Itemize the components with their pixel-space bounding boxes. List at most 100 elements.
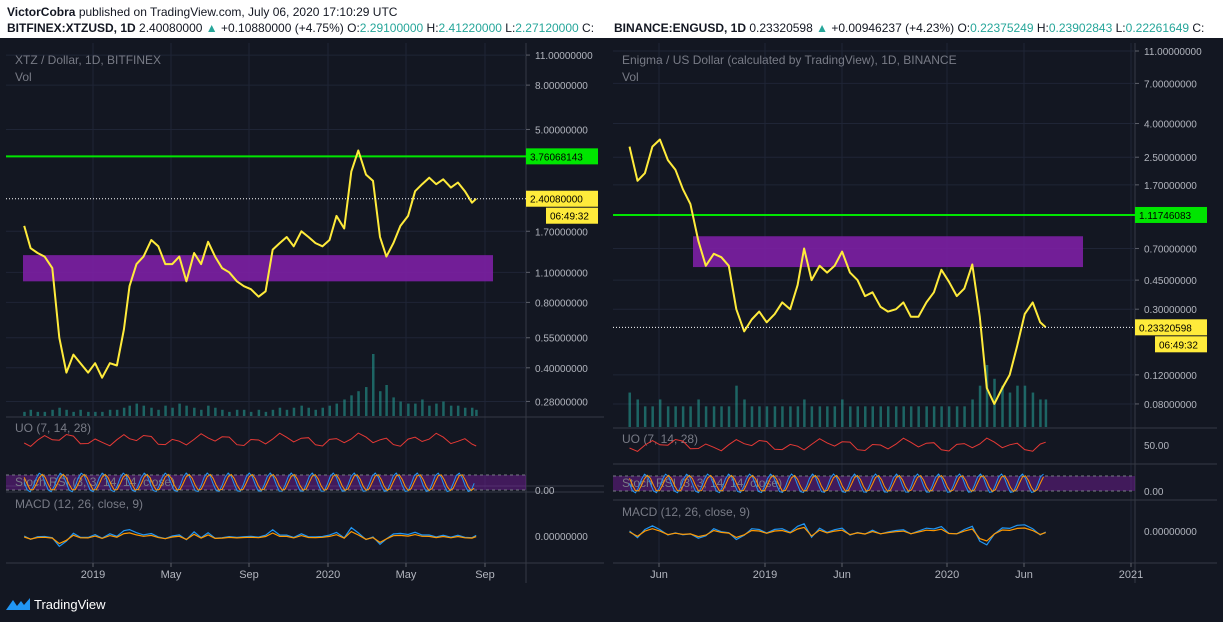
left-low-label: L: — [505, 21, 516, 35]
volume-bar — [1044, 399, 1048, 427]
volume-bar — [379, 391, 382, 416]
volume-bar — [23, 411, 26, 416]
right-low-label: L: — [1115, 21, 1126, 35]
y-tick-label: 0.08000000 — [1144, 400, 1197, 411]
footer-brand[interactable]: TradingView — [34, 596, 106, 612]
y-tick-label: 2.50000000 — [1144, 153, 1197, 164]
uo-axis-label: 50.00 — [1144, 441, 1169, 452]
volume-bar — [94, 411, 97, 416]
y-tick-label: 1.70000000 — [1144, 181, 1197, 192]
volume-bar — [108, 409, 112, 416]
stoch-indicator-label: Stoch RSI (3, 3, 14, 14, close) — [622, 476, 782, 490]
volume-bar — [157, 409, 160, 416]
volume-bar — [689, 406, 692, 427]
macd-line — [629, 523, 1046, 546]
volume-bar — [475, 409, 478, 416]
right-ohlc-line: BINANCE:ENGUSD, 1D 0.23320598 ▲ +0.00946… — [614, 21, 1220, 35]
volume-bar — [421, 399, 424, 416]
volume-bar — [314, 409, 317, 416]
left-close-label: C: — [582, 21, 595, 35]
volume-bar — [940, 406, 943, 427]
left-symbol[interactable]: BITFINEX:XTZUSD, 1D — [7, 21, 136, 35]
uo-indicator-label: UO (7, 14, 28) — [622, 432, 698, 446]
volume-bar — [963, 406, 966, 427]
volume-bar — [357, 391, 360, 416]
macd-signal-line — [24, 530, 477, 545]
tradingview-logo-icon[interactable] — [6, 597, 30, 611]
volume-bar — [1031, 392, 1035, 427]
volume-bar — [43, 411, 47, 416]
volume-bar — [636, 399, 639, 427]
stoch-k-line — [629, 473, 1044, 494]
volume-bar — [101, 411, 104, 416]
last-price-tag — [1135, 319, 1207, 336]
left-high: 2.41220000 — [438, 21, 502, 35]
support-zone — [23, 255, 493, 282]
volume-bar — [971, 399, 974, 427]
last-price-label: 2.40080000 — [530, 195, 583, 206]
volume-bar — [1001, 385, 1004, 427]
stoch-axis-label: 0.00 — [535, 486, 555, 497]
x-tick-label: Jun — [650, 569, 668, 581]
volume-bar — [1008, 392, 1012, 427]
chart-background — [6, 43, 604, 583]
volume-bar — [735, 385, 738, 427]
volume-bar — [932, 406, 936, 427]
countdown-tag — [546, 207, 598, 224]
y-tick-label: 0.45000000 — [1144, 276, 1197, 287]
y-tick-label: 0.30000000 — [1144, 305, 1197, 316]
right-open-label: O: — [957, 21, 971, 35]
xtz-chart-panel[interactable]: 11.00000000 8.00000000 5.00000000 1.7000000… — [6, 43, 604, 583]
volume-bar — [750, 406, 754, 427]
volume-bar — [697, 399, 700, 427]
volume-bar — [185, 405, 188, 416]
volume-bar — [87, 411, 90, 416]
volume-bar — [1039, 399, 1042, 427]
chart-title: Enigma / US Dollar (calculated by Tradin… — [622, 53, 957, 67]
right-change: +0.00946237 (+4.23%) — [831, 21, 955, 35]
price-series-line — [628, 138, 1047, 405]
volume-bar — [456, 405, 460, 416]
left-change: +0.10880000 (+4.75%) — [221, 21, 344, 35]
volume-bar — [65, 409, 68, 416]
x-tick-label: Sep — [239, 569, 259, 581]
volume-bar — [833, 406, 837, 427]
right-high-label: H: — [1036, 21, 1049, 35]
volume-bar — [285, 409, 289, 416]
volume-bar — [818, 406, 822, 427]
y-tick-label: 5.00000000 — [535, 125, 588, 136]
volume-bar — [242, 409, 246, 416]
chart-subtitle: Vol — [622, 70, 639, 84]
volume-bar — [917, 406, 920, 427]
y-tick-label: 8.00000000 — [535, 81, 588, 92]
level-price-tag — [1135, 206, 1207, 223]
x-tick-label: May — [161, 569, 182, 581]
volume-bar — [781, 406, 784, 427]
xtz-chart-svg[interactable]: 11.00000000 8.00000000 5.00000000 1.7000000… — [6, 43, 604, 583]
volume-bar — [651, 406, 654, 427]
author-name[interactable]: VictorCobra — [7, 5, 76, 19]
x-tick-label: 2021 — [1119, 569, 1143, 581]
eng-chart-panel[interactable]: 11.00000000 7.00000000 4.00000000 2.5000000… — [613, 43, 1217, 583]
chart-header: VictorCobra published on TradingView.com… — [0, 0, 1223, 38]
macd-signal-line — [629, 526, 1046, 542]
volume-bar — [428, 405, 431, 416]
y-tick-label: 11.00000000 — [1144, 47, 1202, 58]
volume-bar — [978, 385, 982, 427]
volume-bar — [674, 406, 677, 427]
volume-bar — [879, 406, 882, 427]
left-open-label: O: — [347, 21, 360, 35]
volume-bar — [350, 395, 353, 416]
right-symbol[interactable]: BINANCE:ENGUSD, 1D — [614, 21, 747, 35]
stoch-k-line — [23, 472, 475, 493]
macd-line — [23, 526, 477, 548]
chart-subtitle: Vol — [15, 70, 32, 84]
volume-bar — [307, 407, 310, 416]
volume-bar — [372, 354, 375, 416]
volume-bar — [902, 406, 905, 427]
volume-bar — [51, 409, 54, 416]
right-last: 0.23320598 — [749, 21, 813, 35]
volume-bar — [856, 406, 860, 427]
volume-bar — [985, 365, 989, 427]
eng-chart-svg[interactable]: 11.00000000 7.00000000 4.00000000 2.5000000… — [613, 43, 1217, 583]
